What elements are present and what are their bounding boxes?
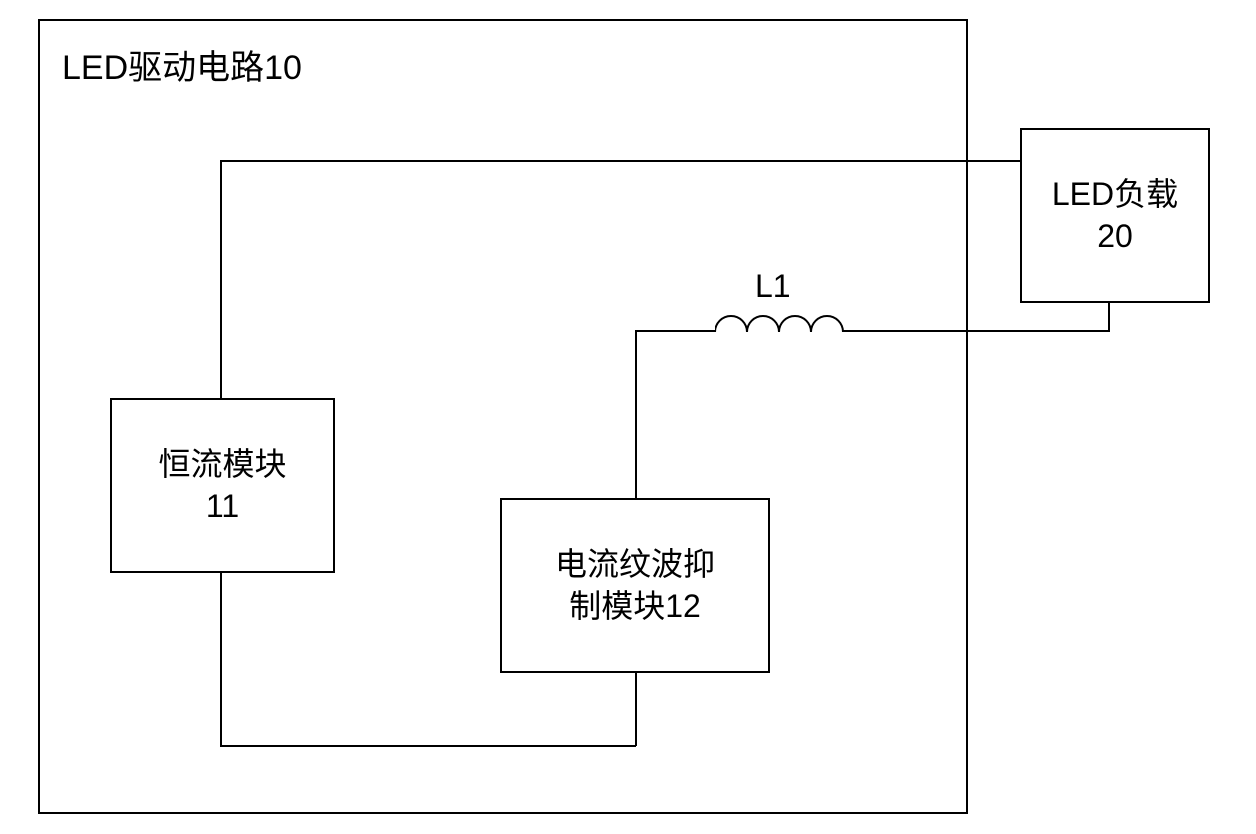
inductor-coil xyxy=(715,312,845,337)
wire-bottom-horizontal xyxy=(220,745,636,747)
wire-ripple-up xyxy=(635,330,637,498)
wire-cc-up xyxy=(220,160,222,398)
ripple-suppress-label-2: 制模块12 xyxy=(569,586,701,628)
driver-circuit-label: LED驱动电路10 xyxy=(62,40,302,89)
led-load-label-1: LED负载 xyxy=(1052,174,1178,216)
wire-ripple-down xyxy=(635,673,637,746)
wire-inductor-left xyxy=(635,330,715,332)
inductor-label: L1 xyxy=(755,268,791,305)
wire-load-down xyxy=(1108,303,1110,331)
constant-current-label-1: 恒流模块 xyxy=(158,444,286,486)
wire-inductor-right xyxy=(843,330,1110,332)
ripple-suppress-label-1: 电流纹波抑 xyxy=(555,544,715,586)
led-load-module: LED负载 20 xyxy=(1020,128,1210,303)
constant-current-module: 恒流模块 11 xyxy=(110,398,335,573)
wire-top-horizontal xyxy=(220,160,1020,162)
wire-cc-down xyxy=(220,573,222,746)
constant-current-label-2: 11 xyxy=(206,486,239,528)
led-load-label-2: 20 xyxy=(1097,216,1133,258)
ripple-suppression-module: 电流纹波抑 制模块12 xyxy=(500,498,770,673)
